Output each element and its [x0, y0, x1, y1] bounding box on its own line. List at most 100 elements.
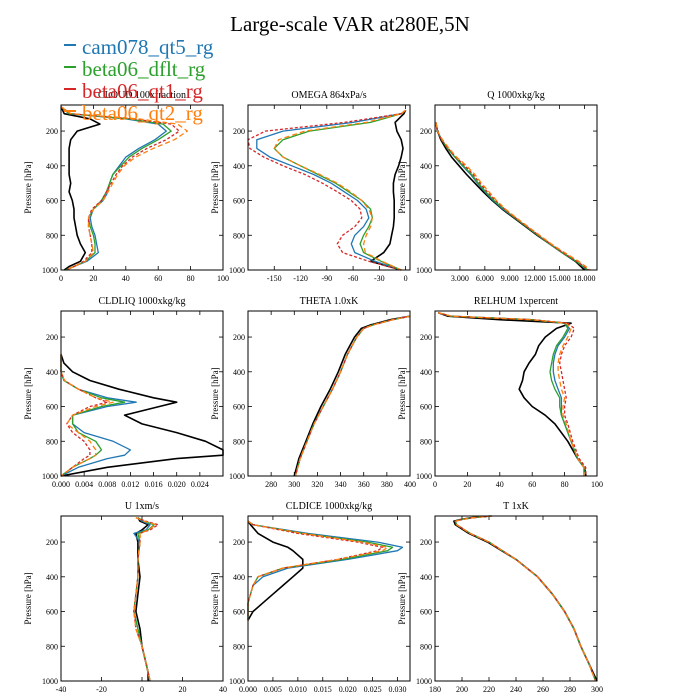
x-tick-label-7-0: 0.000: [239, 685, 257, 694]
x-tick-label-8-3: 240: [510, 685, 522, 694]
x-tick-label-3-2: 0.008: [98, 480, 116, 489]
x-tick-label-5-3: 60: [528, 480, 536, 489]
series-line-2-obs: [435, 122, 586, 271]
y-tick-label-2-0: 200: [420, 127, 432, 136]
x-tick-label-2-5: 18.000: [574, 274, 596, 283]
y-tick-label-8-4: 1000: [416, 677, 432, 686]
x-tick-label-2-4: 15.000: [549, 274, 571, 283]
panel-title-6: U 1xm/s: [125, 501, 159, 512]
y-tick-label-7-1: 400: [233, 573, 245, 582]
x-tick-label-1-4: -30: [374, 274, 385, 283]
x-tick-label-7-2: 0.010: [289, 685, 307, 694]
panel-title-5: RELHUM 1xpercent: [474, 296, 558, 307]
x-tick-label-2-3: 12.000: [524, 274, 546, 283]
x-tick-label-8-5: 280: [564, 685, 576, 694]
legend-item-3: beta06_qt2_rg: [64, 102, 213, 124]
y-tick-label-8-3: 800: [420, 642, 432, 651]
y-tick-label-4-2: 600: [233, 403, 245, 412]
series-line-7-obs: [247, 520, 304, 621]
series-line-2-beta06_qt1_rg: [435, 122, 590, 271]
x-tick-label-3-0: 0.000: [52, 480, 70, 489]
series-line-6-obs: [135, 517, 149, 681]
x-tick-label-4-5: 380: [381, 480, 393, 489]
y-axis-label-8: Pressure [hPa]: [397, 572, 407, 624]
x-tick-label-0-1: 20: [89, 274, 97, 283]
y-tick-label-7-3: 800: [233, 642, 245, 651]
x-tick-label-2-2: 9.000: [501, 274, 519, 283]
series-line-3-beta06_qt2_rg: [60, 354, 114, 477]
y-tick-label-3-2: 600: [46, 403, 58, 412]
y-tick-label-7-2: 600: [233, 608, 245, 617]
x-tick-label-0-2: 40: [122, 274, 130, 283]
y-tick-label-3-0: 200: [46, 333, 58, 342]
x-tick-label-0-0: 0: [59, 274, 63, 283]
y-tick-label-6-2: 600: [46, 608, 58, 617]
x-tick-label-6-0: -40: [56, 685, 67, 694]
y-tick-label-5-0: 200: [420, 333, 432, 342]
x-tick-label-1-2: -90: [321, 274, 332, 283]
y-tick-label-1-3: 800: [233, 231, 245, 240]
y-tick-label-5-1: 400: [420, 368, 432, 377]
series-line-6-cam078_qt5_rg: [133, 517, 151, 682]
x-tick-label-3-6: 0.024: [191, 480, 209, 489]
x-tick-label-4-4: 360: [358, 480, 370, 489]
panel-frame-1: [247, 104, 411, 271]
y-tick-label-0-1: 400: [46, 162, 58, 171]
panel-title-3: CLDLIQ 1000xkg/kg: [99, 296, 186, 307]
series-line-2-cam078_qt5_rg: [435, 122, 588, 271]
legend-item-1: beta06_dflt_rg: [64, 58, 213, 80]
series-line-1-cam078_qt5_rg: [256, 109, 407, 271]
x-tick-label-8-6: 300: [591, 685, 603, 694]
y-tick-label-5-3: 800: [420, 437, 432, 446]
y-tick-label-5-2: 600: [420, 403, 432, 412]
y-axis-label-6: Pressure [hPa]: [23, 572, 33, 624]
y-axis-label-0: Pressure [hPa]: [23, 161, 33, 213]
legend-item-0: cam078_qt5_rg: [64, 36, 213, 58]
x-tick-label-0-4: 80: [187, 274, 195, 283]
series-line-0-obs: [60, 106, 101, 271]
x-tick-label-0-3: 60: [154, 274, 162, 283]
y-axis-label-4: Pressure [hPa]: [210, 367, 220, 419]
x-tick-label-8-0: 180: [429, 685, 441, 694]
x-tick-label-2-0: 3.000: [451, 274, 469, 283]
panel-title-0: CLOUD 100xfraction: [98, 90, 186, 101]
legend-label-3: beta06_qt2_rg: [82, 101, 203, 125]
y-tick-label-4-0: 200: [233, 333, 245, 342]
panel-title-1: OMEGA 864xPa/s: [291, 90, 366, 101]
series-line-0-beta06_dflt_rg: [60, 106, 172, 271]
x-tick-label-4-3: 340: [335, 480, 347, 489]
series-line-1-beta06_qt2_rg: [273, 109, 407, 271]
y-tick-label-5-4: 1000: [416, 472, 432, 481]
y-tick-label-6-3: 800: [46, 642, 58, 651]
series-line-2-beta06_dflt_rg: [435, 122, 589, 271]
legend-label-1: beta06_dflt_rg: [82, 57, 206, 81]
series-line-5-beta06_dflt_rg: [438, 312, 585, 476]
x-tick-label-5-2: 40: [496, 480, 504, 489]
series-line-7-beta06_qt2_rg: [247, 520, 389, 621]
series-line-2-beta06_qt2_rg: [435, 122, 591, 271]
y-tick-label-6-1: 400: [46, 573, 58, 582]
x-tick-label-4-1: 300: [288, 480, 300, 489]
y-axis-label-5: Pressure [hPa]: [397, 367, 407, 419]
x-tick-label-8-1: 200: [456, 685, 468, 694]
x-tick-label-7-1: 0.005: [264, 685, 282, 694]
x-tick-label-3-4: 0.016: [145, 480, 163, 489]
legend-swatch-3: [64, 110, 76, 113]
y-axis-label-1: Pressure [hPa]: [210, 161, 220, 213]
y-tick-label-8-1: 400: [420, 573, 432, 582]
panel-title-7: CLDICE 1000xkg/kg: [286, 501, 372, 512]
panel-frame-4: [247, 310, 411, 477]
x-tick-label-5-4: 80: [561, 480, 569, 489]
x-tick-label-4-2: 320: [311, 480, 323, 489]
y-tick-label-0-0: 200: [46, 127, 58, 136]
series-line-3-beta06_qt1_rg: [60, 354, 108, 477]
x-tick-label-3-1: 0.004: [75, 480, 93, 489]
panel-title-2: Q 1000xkg/kg: [487, 90, 545, 101]
legend-item-2: beta06_qt1_rg: [64, 80, 213, 102]
x-tick-label-6-2: 0: [140, 685, 144, 694]
series-line-3-obs: [60, 354, 224, 477]
panel-frame-8: [434, 515, 598, 682]
series-line-3-beta06_dflt_rg: [60, 354, 126, 477]
y-tick-label-4-3: 800: [233, 437, 245, 446]
y-tick-label-3-4: 1000: [42, 472, 58, 481]
